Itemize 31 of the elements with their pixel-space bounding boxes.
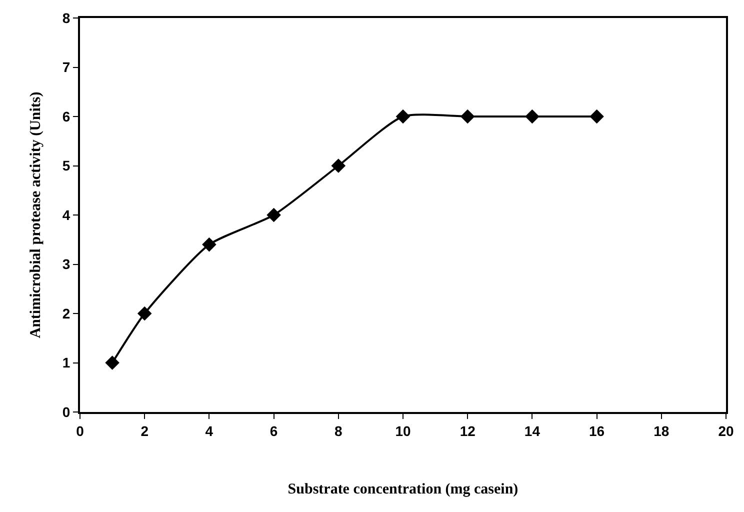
x-tick-label: 20: [718, 422, 734, 439]
point: [396, 109, 410, 124]
y-tick-label: 2: [62, 305, 70, 322]
x-tick-label: 8: [334, 422, 342, 439]
point: [137, 306, 152, 321]
y-tick-label: 4: [62, 206, 70, 223]
point: [590, 109, 604, 124]
y-tick-label: 1: [62, 354, 70, 371]
y-tick-label: 7: [62, 59, 70, 76]
x-tick-label: 10: [395, 422, 411, 439]
y-tick-label: 5: [62, 158, 70, 174]
y-axis-title: Antimicrobial protease activity (Units): [28, 92, 44, 338]
y-tick-label: 0: [62, 404, 70, 420]
x-tick-label: 6: [270, 422, 278, 439]
point: [460, 109, 475, 124]
x-tick-label: 4: [205, 422, 214, 439]
x-tick-label: 18: [654, 422, 670, 439]
point: [105, 356, 120, 370]
x-tick-label: 2: [140, 422, 149, 439]
x-axis-title: Substrate concentration (mg casein): [288, 481, 518, 498]
y-tick-label: 3: [62, 256, 70, 272]
point: [202, 237, 216, 252]
x-tick-label: 0: [76, 422, 84, 439]
x-tick-label: 14: [524, 422, 540, 439]
point: [525, 109, 540, 124]
y-tick-label: 8: [62, 10, 70, 26]
x-tick-label: 12: [460, 422, 476, 439]
y-tick-label: 6: [62, 108, 70, 124]
x-tick-label: 16: [589, 422, 605, 439]
point: [266, 208, 281, 222]
point: [331, 158, 346, 173]
